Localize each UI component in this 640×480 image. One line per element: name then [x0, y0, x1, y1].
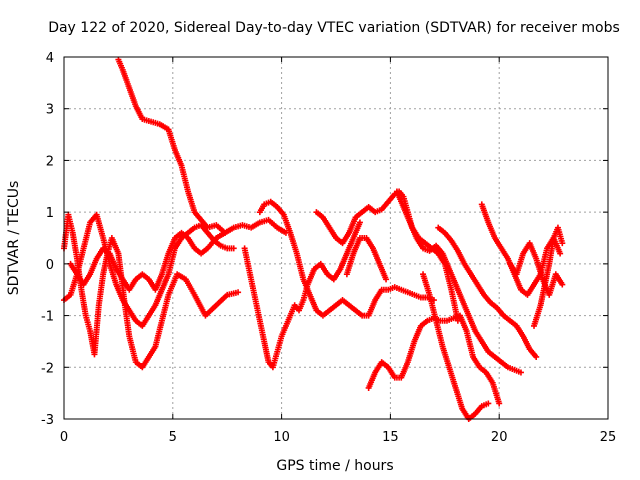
data-point-marker — [559, 240, 566, 247]
series-track-4 — [67, 216, 289, 293]
x-axis-label: GPS time / hours — [276, 458, 393, 474]
data-point-marker — [356, 219, 363, 226]
data-layer — [61, 56, 566, 422]
y-tick-label: 1 — [46, 206, 54, 221]
y-tick-label: -2 — [41, 361, 54, 376]
x-tick-label: 5 — [169, 430, 177, 445]
series-track-2 — [61, 211, 242, 371]
data-point-marker — [383, 276, 390, 283]
data-point-marker — [533, 353, 540, 360]
series-track-6 — [256, 198, 437, 319]
series-track-10 — [393, 188, 524, 376]
series-track-11 — [435, 224, 540, 360]
x-tick-label: 15 — [382, 430, 399, 445]
x-tick-label: 10 — [273, 430, 290, 445]
series-track-15 — [343, 235, 390, 283]
y-tick-label: 2 — [46, 154, 54, 169]
data-point-marker — [557, 250, 564, 257]
x-tick-label: 20 — [491, 430, 508, 445]
series-track-14 — [531, 224, 566, 329]
series-track-13 — [507, 240, 566, 298]
x-tick-label: 0 — [60, 430, 68, 445]
y-axis-label: SDTVAR / TECUs — [6, 181, 22, 296]
y-tick-label: 4 — [46, 51, 54, 66]
chart-title: Day 122 of 2020, Sidereal Day-to-day VTE… — [48, 20, 620, 36]
tick-layer: 0 5 10 15 20 25 -3 -2 -1 0 1 2 3 4 — [41, 51, 616, 445]
x-tick-label: 25 — [600, 430, 617, 445]
plot-frame — [63, 56, 609, 420]
data-point-marker — [559, 281, 566, 288]
data-point-marker — [235, 289, 242, 296]
data-point-marker — [517, 369, 524, 376]
data-point-marker — [230, 245, 237, 252]
y-tick-label: -1 — [41, 310, 54, 325]
y-tick-label: 3 — [46, 103, 54, 118]
series-track-9 — [420, 271, 492, 422]
y-tick-label: 0 — [46, 258, 54, 273]
grid-layer — [64, 57, 608, 419]
data-point-marker — [485, 400, 492, 407]
data-point-marker — [496, 400, 503, 407]
series-track-12 — [478, 201, 564, 298]
series-track-1 — [115, 56, 229, 236]
series-track-8 — [365, 312, 503, 407]
y-tick-label: -3 — [41, 413, 54, 428]
